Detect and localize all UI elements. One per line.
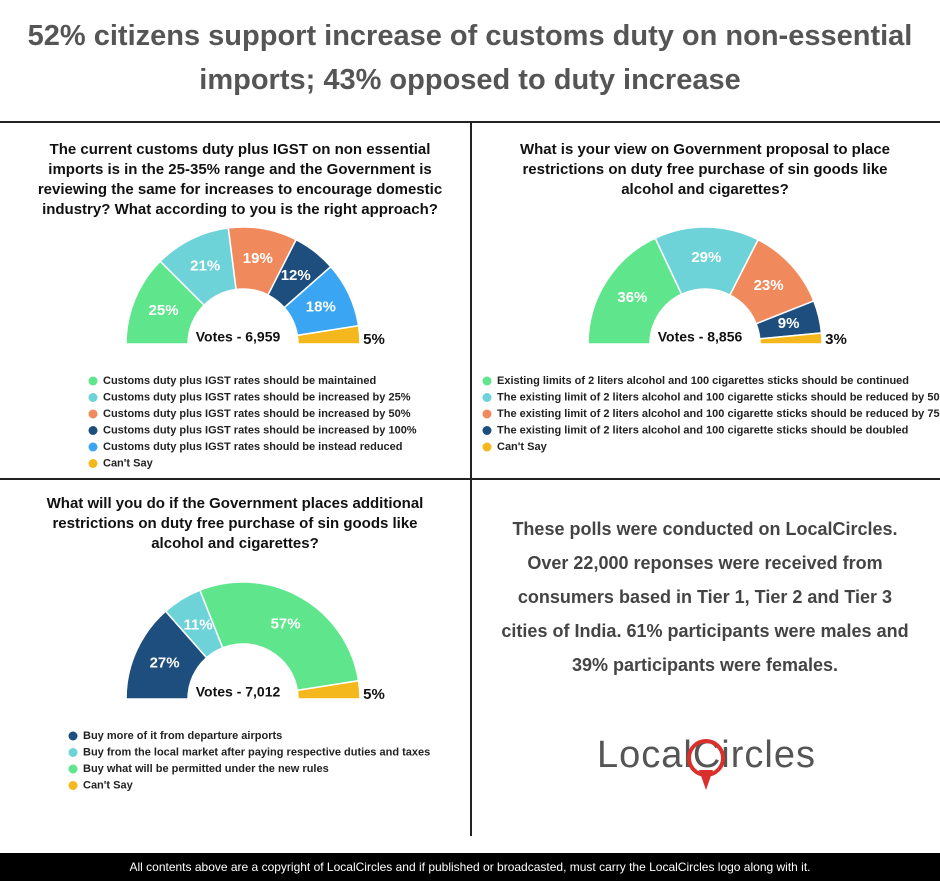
legend-swatch: [88, 409, 98, 419]
value-label: 27%: [150, 655, 180, 672]
legend-label: Buy more of it from departure airports: [83, 730, 282, 742]
legend-swatch: [88, 459, 98, 468]
logo-ring: [687, 739, 725, 777]
value-label: 9%: [778, 315, 800, 332]
value-label: 57%: [271, 615, 301, 632]
chart-title: What will you do if the Government place…: [46, 495, 424, 552]
divider: [470, 121, 472, 836]
legend-label: Can't Say: [497, 441, 548, 453]
charts: 25% Customs duty plus IGST rates should b…: [68, 226, 940, 791]
value-label: 21%: [190, 258, 220, 275]
chart-title: What is your view on Government proposal…: [519, 141, 891, 198]
legend-label: Customs duty plus IGST rates should be m…: [103, 375, 376, 387]
value-label: 18%: [306, 298, 336, 315]
votes-label: Votes - 7,012: [196, 684, 281, 700]
legend-label: Can't Say: [103, 457, 154, 469]
donut-segment: [758, 332, 823, 345]
legend-swatch: [482, 393, 492, 402]
legend-label: Can't Say: [83, 779, 134, 791]
legend-swatch: [68, 748, 78, 757]
votes-label: Votes - 6,959: [196, 329, 281, 345]
legend-swatch: [88, 442, 98, 452]
legend-label: Customs duty plus IGST rates should be i…: [103, 391, 411, 403]
legend-label: Existing limits of 2 liters alcohol and …: [497, 375, 909, 387]
legend-label: The existing limit of 2 liters alcohol a…: [497, 408, 940, 420]
legend-label: Customs duty plus IGST rates should be i…: [103, 441, 403, 453]
value-label: 23%: [754, 277, 784, 294]
legend-swatch: [68, 764, 78, 774]
value-label: 36%: [617, 289, 647, 306]
legend-label: Buy what will be permitted under the new…: [83, 763, 329, 775]
page-title: 52% citizens support increase of customs…: [27, 20, 913, 96]
legend-swatch: [88, 393, 98, 402]
donut-segment: [296, 324, 361, 345]
value-label: 12%: [281, 267, 311, 284]
legend-label: Customs duty plus IGST rates should be i…: [103, 424, 417, 436]
legend-swatch: [88, 426, 98, 435]
value-label: 5%: [363, 331, 385, 348]
votes-label: Votes - 8,856: [658, 329, 743, 345]
value-label: 5%: [363, 686, 385, 703]
legend-swatch: [482, 426, 492, 435]
chart-title: The current customs duty plus IGST on no…: [37, 141, 443, 218]
value-label: 19%: [243, 250, 273, 267]
legend-label: Customs duty plus IGST rates should be i…: [103, 408, 411, 420]
value-label: 3%: [825, 331, 847, 348]
donut-segment: [296, 679, 361, 700]
value-label: 11%: [183, 617, 212, 634]
value-label: 29%: [691, 249, 721, 266]
legend-swatch: [482, 409, 492, 419]
legend-swatch: [68, 731, 78, 741]
footer: All contents above are a copyright of Lo…: [0, 853, 940, 881]
value-label: 25%: [149, 302, 179, 319]
legend-swatch: [482, 376, 492, 386]
logo-pin: [699, 770, 713, 790]
legend-label: Buy from the local market after paying r…: [83, 746, 430, 758]
info-text: These polls were conducted on LocalCircl…: [501, 519, 909, 675]
donut-segment: [198, 581, 360, 692]
legend-swatch: [88, 376, 98, 386]
legend-label: The existing limit of 2 liters alcohol a…: [497, 424, 908, 436]
legend-label: The existing limit of 2 liters alcohol a…: [497, 391, 940, 403]
legend-swatch: [482, 442, 492, 452]
legend-swatch: [68, 781, 78, 790]
